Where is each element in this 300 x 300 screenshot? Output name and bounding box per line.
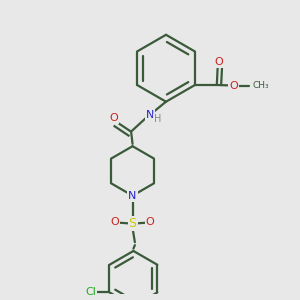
Text: O: O (109, 113, 118, 123)
Text: S: S (128, 217, 136, 230)
Text: N: N (128, 191, 137, 201)
Text: O: O (111, 218, 119, 227)
Text: N: N (146, 110, 154, 120)
Text: O: O (229, 81, 238, 91)
Text: CH₃: CH₃ (253, 81, 269, 90)
Text: H: H (154, 114, 161, 124)
Text: O: O (146, 218, 154, 227)
Text: Cl: Cl (86, 287, 97, 297)
Text: O: O (214, 57, 223, 67)
